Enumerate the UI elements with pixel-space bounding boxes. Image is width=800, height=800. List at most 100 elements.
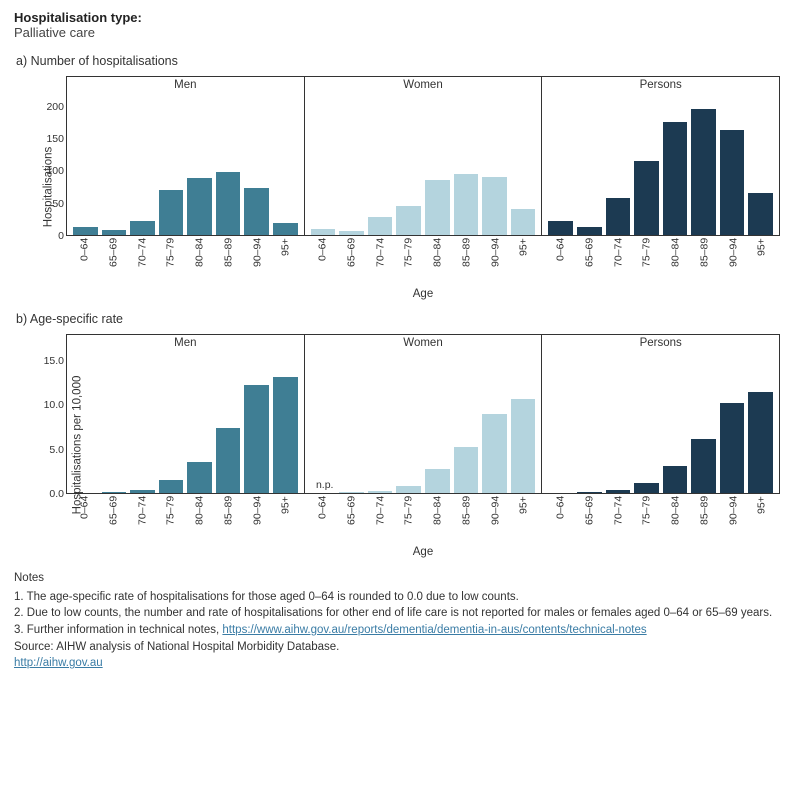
- bars: n.p.: [311, 353, 536, 493]
- bar: [130, 490, 155, 493]
- plot-area: [305, 77, 542, 236]
- x-tick-label: 85–89: [454, 238, 479, 288]
- panel-men: Men: [66, 77, 305, 236]
- bar: [663, 466, 688, 494]
- y-tick: 0.0: [49, 488, 64, 500]
- bar: [748, 392, 773, 493]
- bar: [396, 486, 421, 493]
- bar: [244, 188, 269, 235]
- x-tick-label: 75–79: [396, 496, 421, 546]
- x-tick-label: 0–64: [72, 238, 97, 288]
- x-tick-label: 95+: [273, 238, 298, 288]
- plot-area: [67, 335, 304, 494]
- x-tick-label: 85–89: [692, 496, 717, 546]
- chart-b-xtitle: Age: [66, 546, 780, 558]
- x-tick-label: 65–69: [101, 238, 126, 288]
- note-2: 2. Due to low counts, the number and rat…: [14, 605, 786, 622]
- chart-a: Hospitalisations 050100150200 MenWomenPe…: [14, 72, 784, 302]
- panel-persons: Persons: [542, 77, 780, 236]
- bar: [454, 174, 479, 235]
- x-panel: 0–6465–6970–7475–7980–8485–8990–9495+: [304, 496, 542, 546]
- x-tick-label: 85–89: [216, 238, 241, 288]
- x-tick-label: 65–69: [339, 238, 364, 288]
- technical-notes-link[interactable]: https://www.aihw.gov.au/reports/dementia…: [222, 624, 646, 636]
- bars: [73, 353, 298, 493]
- x-tick-label: 90–94: [245, 496, 270, 546]
- y-tick: 50: [52, 198, 64, 210]
- chart-b: Hospitalisations per 10,000 0.05.010.015…: [14, 330, 784, 560]
- chart-a-xlabels: 0–6465–6970–7475–7980–8485–8990–9495+0–6…: [66, 238, 780, 288]
- x-tick-label: 95+: [749, 238, 774, 288]
- x-tick-label: 70–74: [368, 238, 393, 288]
- bar: [273, 377, 298, 493]
- x-tick-label: 75–79: [634, 496, 659, 546]
- bar: [244, 385, 269, 493]
- source-link[interactable]: http://aihw.gov.au: [14, 657, 103, 669]
- x-tick-label: 65–69: [101, 496, 126, 546]
- bars: [548, 95, 773, 235]
- bar: [187, 462, 212, 493]
- bar: [159, 480, 184, 493]
- np-label: n.p.: [316, 479, 334, 491]
- x-tick-label: 70–74: [130, 238, 155, 288]
- bar: [663, 122, 688, 235]
- x-tick-label: 90–94: [721, 496, 746, 546]
- bar: [577, 492, 602, 493]
- x-tick-label: 70–74: [368, 496, 393, 546]
- x-tick-label: 75–79: [158, 496, 183, 546]
- y-tick: 200: [46, 101, 64, 113]
- x-tick-label: 75–79: [158, 238, 183, 288]
- chart-a-title: a) Number of hospitalisations: [16, 54, 786, 68]
- x-tick-label: 80–84: [425, 496, 450, 546]
- x-tick-label: 80–84: [425, 238, 450, 288]
- x-panel: 0–6465–6970–7475–7980–8485–8990–9495+: [542, 496, 780, 546]
- bar: [102, 492, 127, 493]
- x-tick-label: 0–64: [310, 238, 335, 288]
- bar: [216, 428, 241, 493]
- x-tick-label: 85–89: [692, 238, 717, 288]
- x-tick-label: 65–69: [577, 496, 602, 546]
- bar: [159, 190, 184, 235]
- bar: [216, 172, 241, 235]
- x-tick-label: 80–84: [663, 238, 688, 288]
- chart-b-title: b) Age-specific rate: [16, 312, 786, 326]
- panel-men: Men: [66, 335, 305, 494]
- x-tick-label: 75–79: [634, 238, 659, 288]
- y-tick: 150: [46, 133, 64, 145]
- panel-persons: Persons: [542, 335, 780, 494]
- bar: [606, 490, 631, 493]
- note-1: 1. The age-specific rate of hospitalisat…: [14, 589, 786, 606]
- x-tick-label: 0–64: [310, 496, 335, 546]
- bar: [606, 198, 631, 235]
- bar: [577, 227, 602, 235]
- x-panel: 0–6465–6970–7475–7980–8485–8990–9495+: [542, 238, 780, 288]
- bar: [368, 217, 393, 235]
- x-tick-label: 90–94: [483, 496, 508, 546]
- y-tick: 100: [46, 165, 64, 177]
- x-tick-label: 0–64: [548, 238, 573, 288]
- chart-b-xlabels: 0–6465–6970–7475–7980–8485–8990–9495+0–6…: [66, 496, 780, 546]
- bar: [482, 414, 507, 493]
- x-tick-label: 90–94: [483, 238, 508, 288]
- bar: [720, 130, 745, 235]
- bar: [634, 483, 659, 493]
- x-panel: 0–6465–6970–7475–7980–8485–8990–9495+: [304, 238, 542, 288]
- panel-women: Women: [305, 77, 543, 236]
- note-3-text: 3. Further information in technical note…: [14, 624, 222, 636]
- bar: [311, 229, 336, 235]
- bar: [273, 223, 298, 235]
- bar: [511, 209, 536, 235]
- bar: [691, 439, 716, 493]
- x-tick-label: 80–84: [663, 496, 688, 546]
- x-tick-label: 70–74: [606, 238, 631, 288]
- x-tick-label: 85–89: [216, 496, 241, 546]
- x-tick-label: 95+: [511, 238, 536, 288]
- x-tick-label: 95+: [511, 496, 536, 546]
- x-tick-label: 95+: [273, 496, 298, 546]
- bar: [454, 447, 479, 493]
- bar: [720, 403, 745, 493]
- x-tick-label: 90–94: [245, 238, 270, 288]
- y-tick: 15.0: [44, 355, 64, 367]
- notes-block: Notes 1. The age-specific rate of hospit…: [14, 570, 786, 672]
- notes-source: Source: AIHW analysis of National Hospit…: [14, 639, 786, 656]
